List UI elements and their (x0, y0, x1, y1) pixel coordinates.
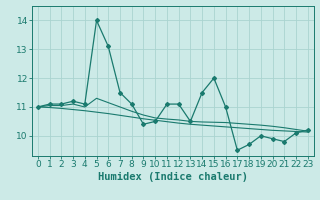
X-axis label: Humidex (Indice chaleur): Humidex (Indice chaleur) (98, 172, 248, 182)
